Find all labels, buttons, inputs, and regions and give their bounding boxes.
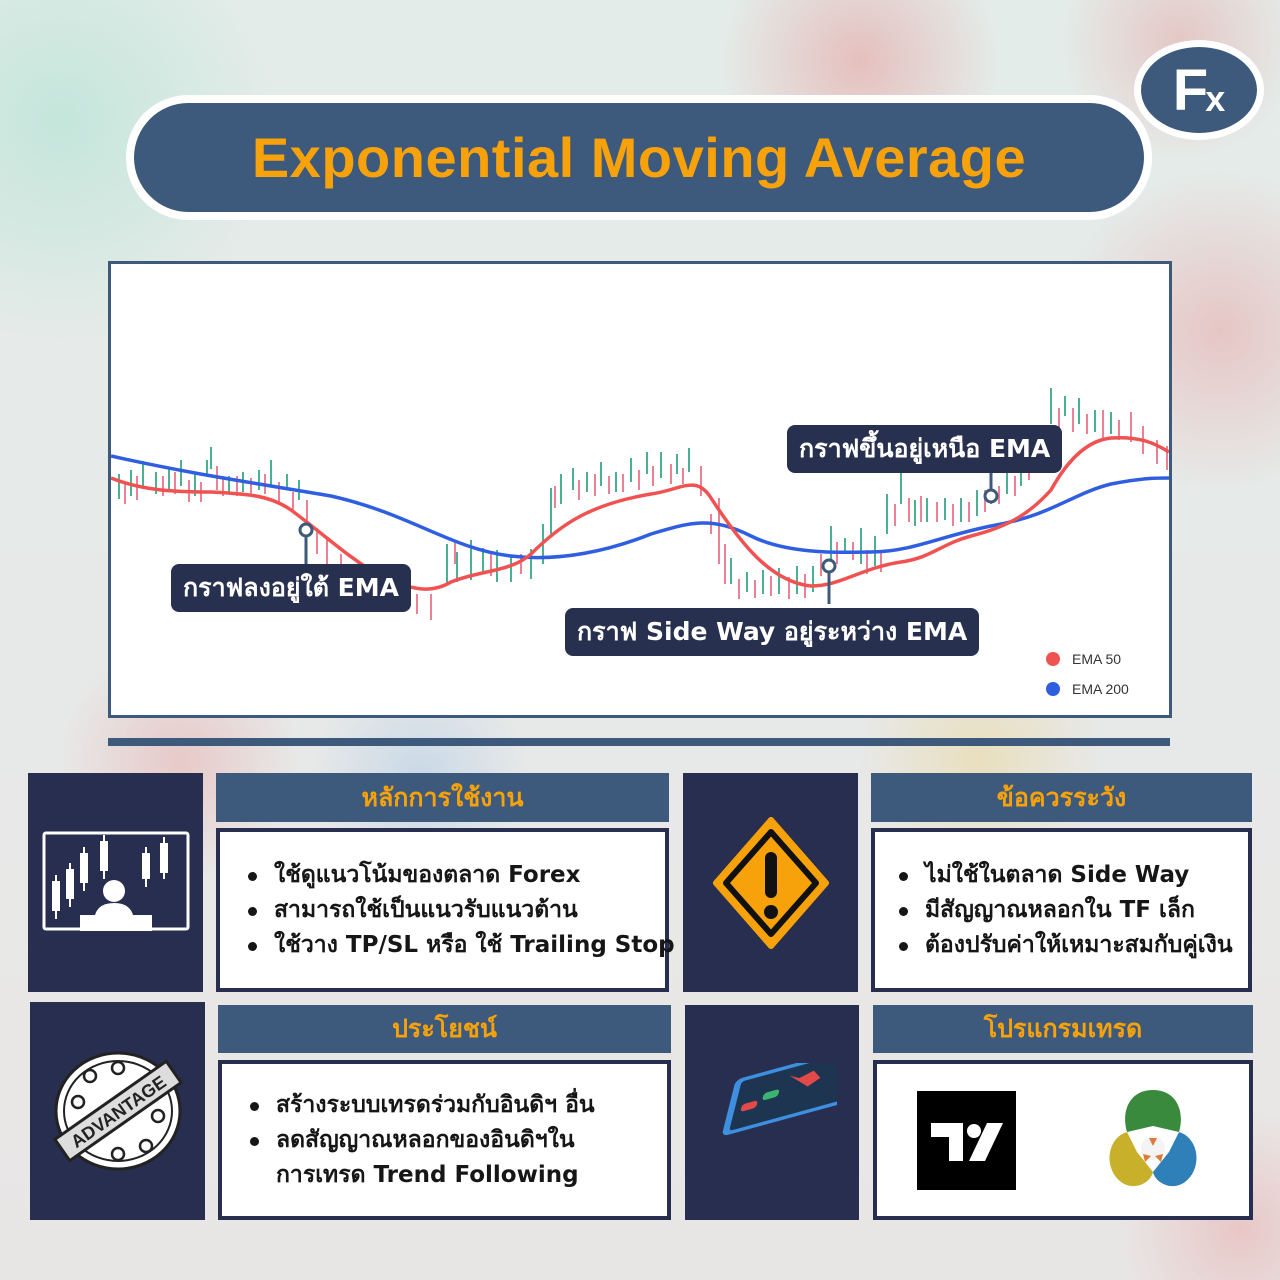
ema50-line — [111, 435, 1169, 591]
callout-downtrend: กราฟลงอยู่ใต้ EMA — [171, 564, 411, 612]
price-chart-svg — [111, 388, 1169, 620]
legend-item-ema50: EMA 50 — [1046, 644, 1129, 674]
usage-header: หลักการใช้งาน — [216, 773, 669, 822]
benefit-icon-box: ADVANTAGE — [30, 1002, 205, 1220]
list-item-continuation: การเทรด Trend Following — [276, 1161, 579, 1188]
caution-body: ไม่ใช้ในตลาด Side Way มีสัญญาณหลอกใน TF … — [871, 828, 1252, 992]
list-item: ต้องปรับค่าให้เหมาะสมกับคู่เงิน — [899, 928, 1248, 963]
mobile-trading-app-icon — [722, 1062, 837, 1135]
list-item: ใช้วาง TP/SL หรือ ใช้ Trailing Stop — [248, 928, 675, 963]
ema200-dot-icon — [1046, 682, 1060, 696]
list-item: ไม่ใช้ในตลาด Side Way — [899, 858, 1248, 893]
ema200-line — [111, 454, 1169, 560]
metatrader-logo[interactable] — [1097, 1082, 1209, 1198]
caution-header: ข้อควรระวัง — [871, 773, 1252, 822]
legend-item-ema200: EMA 200 — [1046, 674, 1129, 704]
callout-uptrend: กราฟขึ้นอยู่เหนือ EMA — [787, 425, 1063, 473]
list-item: สามารถใช้เป็นแนวรับแนวต้าน — [248, 893, 665, 928]
trading-chart-presenter-icon — [42, 831, 189, 931]
callout-sideway: กราฟ Side Way อยู่ระหว่าง EMA — [565, 608, 980, 656]
benefit-body: สร้างระบบเทรดร่วมกับอินดิฯ อื่น ลดสัญญาณ… — [218, 1060, 671, 1220]
tradingview-logo[interactable] — [917, 1090, 1017, 1190]
usage-list: ใช้ดูแนวโน้มของตลาด Forex สามารถใช้เป็นแ… — [220, 858, 675, 963]
metatrader-icon — [1109, 1090, 1197, 1187]
list-item: สร้างระบบเทรดร่วมกับอินดิฯ อื่น — [250, 1088, 667, 1123]
page-title: Exponential Moving Average — [251, 126, 1027, 189]
list-item: มีสัญญาณหลอกใน TF เล็ก — [899, 893, 1248, 928]
logo-letter-x: x — [1205, 78, 1226, 119]
benefit-header: ประโยชน์ — [218, 1005, 671, 1053]
programs-icon-box — [685, 1005, 859, 1220]
ema50-dot-icon — [1046, 652, 1060, 666]
tradingview-icon — [931, 1122, 1004, 1161]
title-banner: Exponential Moving Average — [126, 95, 1152, 220]
benefit-list: สร้างระบบเทรดร่วมกับอินดิฯ อื่น ลดสัญญาณ… — [222, 1088, 667, 1193]
caution-icon-box — [683, 773, 858, 992]
programs-body — [873, 1060, 1253, 1220]
advantage-stamp-icon: ADVANTAGE — [52, 1051, 183, 1171]
list-item: ลดสัญญาณหลอกของอินดิฯใน — [250, 1123, 667, 1158]
chart-legend: EMA 50 EMA 200 — [1046, 644, 1129, 704]
logo-letter-f: F — [1172, 57, 1208, 123]
usage-icon-box — [28, 773, 203, 992]
list-item: ใช้ดูแนวโน้มของตลาด Forex — [248, 858, 665, 893]
ema-chart: กราฟลงอยู่ใต้ EMA กราฟ Side Way อยู่ระหว… — [108, 261, 1172, 718]
section-divider — [108, 738, 1170, 746]
caution-list: ไม่ใช้ในตลาด Side Way มีสัญญาณหลอกใน TF … — [875, 858, 1248, 963]
programs-header: โปรแกรมเทรด — [873, 1005, 1253, 1053]
usage-body: ใช้ดูแนวโน้มของตลาด Forex สามารถใช้เป็นแ… — [216, 828, 675, 992]
warning-icon — [712, 816, 829, 949]
